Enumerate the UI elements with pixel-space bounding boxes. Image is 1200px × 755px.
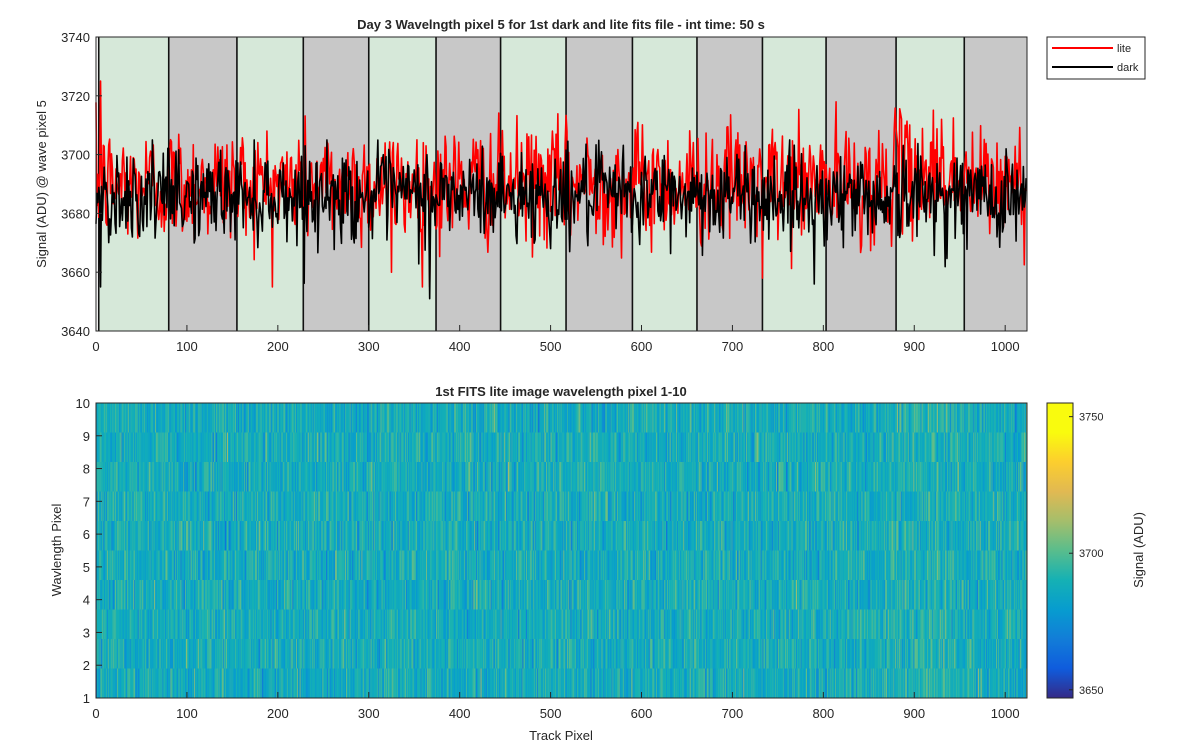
legend: lite dark (1047, 37, 1145, 79)
line-chart-title: Day 3 Wavelngth pixel 5 for 1st dark and… (357, 17, 765, 32)
y-tick-label: 3740 (61, 30, 90, 45)
heatmap-title: 1st FITS lite image wavelength pixel 1-1… (435, 384, 686, 399)
x-tick-label: 600 (631, 339, 653, 354)
heatmap-cells (96, 403, 1027, 698)
line-chart: Day 3 Wavelngth pixel 5 for 1st dark and… (34, 17, 1145, 354)
line-chart-y-label: Signal (ADU) @ wave pixel 5 (34, 100, 49, 268)
y-tick-label: 3700 (61, 148, 90, 163)
legend-label-lite: lite (1117, 43, 1131, 55)
x-tick-label: 200 (267, 339, 289, 354)
y-tick-label: 3720 (61, 89, 90, 104)
x-tick-label: 0 (92, 339, 99, 354)
x-tick-label: 700 (722, 339, 744, 354)
x-tick-label: 900 (903, 339, 925, 354)
x-tick-label: 300 (358, 339, 380, 354)
x-tick-label: 800 (812, 339, 834, 354)
x-tick-label: 100 (176, 339, 198, 354)
heatmap-chart: 1st FITS lite image wavelength pixel 1-1… (49, 384, 1146, 743)
x-tick-label: 400 (449, 339, 471, 354)
y-tick-label: 3680 (61, 206, 90, 221)
y-tick-label: 3660 (61, 265, 90, 280)
x-tick-label: 500 (540, 339, 562, 354)
legend-label-dark: dark (1117, 62, 1139, 74)
x-tick-label: 1000 (991, 339, 1020, 354)
y-tick-label: 3640 (61, 324, 90, 339)
